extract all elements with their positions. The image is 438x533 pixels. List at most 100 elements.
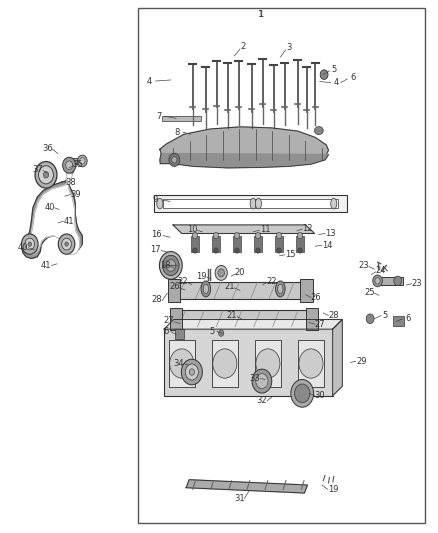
Text: 26: 26 bbox=[169, 282, 180, 291]
Bar bbox=[255, 340, 281, 387]
Ellipse shape bbox=[278, 284, 283, 294]
Text: 12: 12 bbox=[302, 224, 313, 232]
Bar bbox=[172, 282, 308, 299]
Ellipse shape bbox=[331, 198, 337, 209]
Bar bbox=[298, 340, 324, 387]
Bar bbox=[162, 116, 201, 121]
Ellipse shape bbox=[201, 281, 211, 297]
Text: 36: 36 bbox=[42, 144, 53, 152]
Polygon shape bbox=[164, 319, 342, 329]
Bar bbox=[66, 158, 83, 164]
Bar bbox=[377, 277, 403, 285]
Ellipse shape bbox=[297, 232, 303, 239]
Ellipse shape bbox=[375, 278, 380, 284]
Ellipse shape bbox=[276, 281, 285, 297]
Text: 40: 40 bbox=[45, 204, 56, 212]
Text: 27: 27 bbox=[163, 317, 174, 325]
Polygon shape bbox=[186, 480, 307, 493]
Text: 23: 23 bbox=[412, 279, 422, 288]
Text: 19: 19 bbox=[328, 485, 338, 494]
Ellipse shape bbox=[294, 384, 310, 403]
Text: 17: 17 bbox=[150, 245, 161, 254]
Text: 31: 31 bbox=[235, 494, 245, 503]
Ellipse shape bbox=[213, 232, 219, 239]
Text: 2: 2 bbox=[240, 43, 246, 51]
Ellipse shape bbox=[276, 232, 282, 239]
Ellipse shape bbox=[299, 349, 323, 378]
Text: 40: 40 bbox=[18, 244, 28, 252]
Text: 41: 41 bbox=[64, 217, 74, 225]
Ellipse shape bbox=[21, 234, 38, 254]
Ellipse shape bbox=[25, 238, 35, 250]
Ellipse shape bbox=[219, 330, 224, 336]
Ellipse shape bbox=[62, 238, 71, 250]
Bar bbox=[175, 329, 184, 339]
Ellipse shape bbox=[255, 232, 261, 239]
Ellipse shape bbox=[162, 255, 179, 276]
Ellipse shape bbox=[320, 70, 328, 79]
Text: 38: 38 bbox=[66, 178, 76, 187]
Text: 16: 16 bbox=[152, 230, 162, 239]
Bar bbox=[306, 308, 318, 330]
Ellipse shape bbox=[80, 158, 85, 164]
Bar bbox=[191, 236, 199, 252]
Text: 27: 27 bbox=[314, 320, 325, 328]
Bar bbox=[296, 236, 304, 252]
Ellipse shape bbox=[170, 349, 194, 378]
Text: 28: 28 bbox=[152, 295, 162, 304]
Ellipse shape bbox=[157, 198, 163, 209]
Ellipse shape bbox=[213, 349, 237, 378]
Text: 15: 15 bbox=[285, 251, 295, 259]
Ellipse shape bbox=[203, 284, 208, 294]
Ellipse shape bbox=[172, 157, 177, 163]
Bar bbox=[254, 236, 262, 252]
Text: 22: 22 bbox=[178, 277, 188, 286]
Ellipse shape bbox=[252, 369, 272, 393]
Ellipse shape bbox=[256, 248, 260, 253]
Ellipse shape bbox=[66, 161, 73, 169]
Polygon shape bbox=[333, 319, 342, 395]
Ellipse shape bbox=[193, 248, 197, 253]
Ellipse shape bbox=[185, 364, 198, 380]
Text: 6: 6 bbox=[406, 314, 411, 323]
Text: 9: 9 bbox=[153, 196, 158, 204]
Text: 26: 26 bbox=[310, 293, 321, 302]
Ellipse shape bbox=[256, 349, 280, 378]
Text: 29: 29 bbox=[356, 357, 367, 366]
Text: 6: 6 bbox=[350, 73, 355, 82]
Text: 4: 4 bbox=[334, 78, 339, 87]
Text: 7: 7 bbox=[156, 112, 161, 120]
Polygon shape bbox=[160, 127, 328, 165]
Ellipse shape bbox=[58, 234, 75, 254]
Bar bbox=[212, 340, 238, 387]
Bar bbox=[164, 329, 332, 395]
Ellipse shape bbox=[256, 374, 268, 389]
Polygon shape bbox=[160, 154, 328, 168]
Ellipse shape bbox=[28, 242, 32, 246]
Text: 37: 37 bbox=[32, 165, 42, 174]
Text: 22: 22 bbox=[266, 277, 277, 286]
Text: 34: 34 bbox=[173, 359, 184, 368]
Text: 39: 39 bbox=[70, 190, 81, 199]
Text: 5: 5 bbox=[331, 65, 336, 74]
Text: 1: 1 bbox=[258, 10, 263, 19]
Ellipse shape bbox=[218, 269, 224, 277]
Text: 21: 21 bbox=[227, 311, 237, 320]
Polygon shape bbox=[22, 161, 82, 259]
Text: 41: 41 bbox=[41, 261, 51, 270]
Ellipse shape bbox=[43, 172, 49, 178]
Ellipse shape bbox=[189, 369, 194, 375]
Bar bbox=[300, 279, 313, 302]
Ellipse shape bbox=[159, 252, 182, 279]
Bar bbox=[170, 308, 182, 330]
Text: 19: 19 bbox=[196, 272, 207, 280]
Text: 11: 11 bbox=[260, 225, 270, 233]
Text: 3: 3 bbox=[286, 44, 292, 52]
Ellipse shape bbox=[255, 198, 261, 209]
Ellipse shape bbox=[35, 161, 57, 188]
Ellipse shape bbox=[291, 379, 314, 407]
Polygon shape bbox=[25, 168, 80, 255]
Bar bbox=[393, 316, 404, 326]
Text: 33: 33 bbox=[250, 374, 260, 383]
Ellipse shape bbox=[169, 154, 180, 167]
